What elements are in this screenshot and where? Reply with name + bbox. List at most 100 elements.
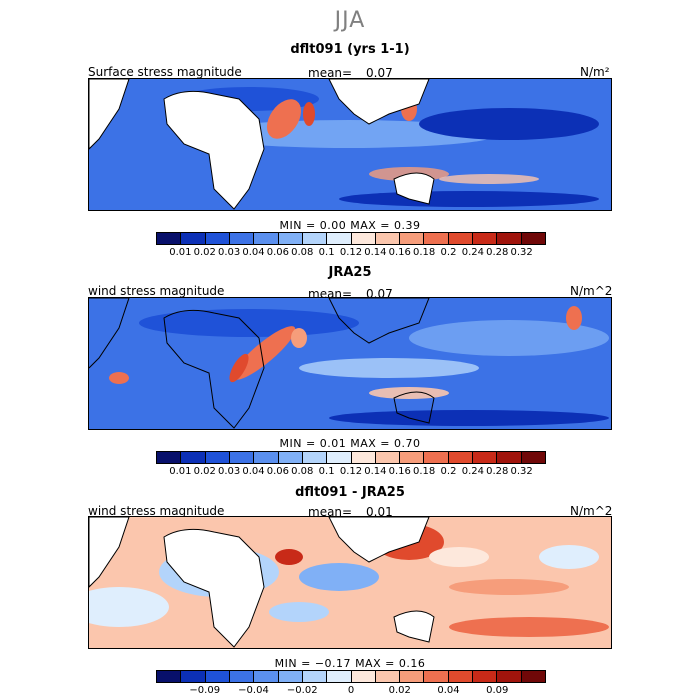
- colorbar-tick-label: 0.24: [461, 247, 485, 258]
- colorbar-tick-label: 0.06: [266, 466, 290, 477]
- colorbar-tick-label: 0.28: [486, 247, 509, 258]
- colorbar-tick-label: 0.02: [388, 685, 411, 696]
- panel-2-minmax: MIN = 0.01 MAX = 0.70: [0, 437, 700, 450]
- panel-2-max-label: MAX =: [350, 437, 390, 450]
- colorbar-3-swatch: [181, 671, 206, 682]
- colorbar-2-swatch: [327, 452, 352, 463]
- panel-3-map-svg: [89, 517, 611, 648]
- panel-2-colorbar-ticks: 0.01 0.02 0.03 0.04 0.06 0.08 0.1 0.12 0.14 0.16 0…: [156, 466, 546, 478]
- panel-3-colorbar: [156, 670, 546, 683]
- colorbar-tick-label: 0.02: [193, 247, 216, 258]
- colorbar-2-swatch: [521, 452, 545, 463]
- panel-1-min-label: MIN =: [279, 219, 316, 232]
- colorbar-tick-label: 0.01: [169, 247, 192, 258]
- colorbar-tick-label: 0.14: [364, 247, 387, 258]
- colorbar-1-swatch: [229, 233, 255, 244]
- panel-1-title: dflt091 (yrs 1-1): [290, 42, 410, 57]
- panel-2-map-svg: [89, 298, 611, 429]
- colorbar-1-swatch: [254, 233, 279, 244]
- colorbar-2-swatch: [205, 452, 230, 463]
- colorbar-3-swatch: [424, 671, 449, 682]
- colorbar-tick-label: 0.18: [412, 466, 436, 477]
- panel-2-min-value: 0.01: [319, 437, 347, 450]
- panel-1-units: N/m²: [580, 65, 610, 79]
- panel-3-mean-label: mean=: [308, 505, 353, 519]
- colorbar-tick-label: 0.04: [242, 466, 265, 477]
- panel-3-min-label: MIN =: [274, 657, 311, 670]
- panel-2-title: JRA25: [328, 265, 372, 280]
- colorbar-3-swatch: [521, 671, 545, 682]
- colorbar-1-swatch: [205, 233, 230, 244]
- panel-1-minmax: MIN = 0.00 MAX = 0.39: [0, 219, 700, 232]
- colorbar-tick-label: 0.32: [510, 466, 533, 477]
- colorbar-tick-label: 0.03: [217, 247, 241, 258]
- colorbar-tick-label: 0.28: [486, 466, 509, 477]
- colorbar-tick-label: 0.06: [266, 247, 290, 258]
- colorbar-tick-label: 0: [347, 685, 355, 696]
- panel-1-map: [88, 78, 612, 211]
- panel-1-colorbar: [156, 232, 546, 245]
- colorbar-3-swatch: [302, 671, 328, 682]
- colorbar-2-swatch: [424, 452, 449, 463]
- colorbar-3-swatch: [254, 671, 279, 682]
- colorbar-1-swatch: [497, 233, 522, 244]
- panel-1-mean-label: mean=: [308, 66, 353, 80]
- panel-2-field-label: wind stress magnitude: [88, 284, 225, 298]
- panel-3-colorbar-ticks: −0.09 −0.04 −0.02 0 0.02 0.04 0.09: [156, 685, 546, 697]
- colorbar-tick-label: −0.02: [286, 685, 318, 696]
- colorbar-3-swatch: [448, 671, 474, 682]
- panel-1-field-label: Surface stress magnitude: [88, 65, 242, 79]
- panel-2-min-label: MIN =: [279, 437, 316, 450]
- colorbar-tick-label: 0.24: [461, 466, 485, 477]
- colorbar-3-swatch: [375, 671, 401, 682]
- colorbar-tick-label: 0.04: [242, 247, 265, 258]
- colorbar-1-swatch: [375, 233, 401, 244]
- colorbar-2-swatch: [351, 452, 376, 463]
- colorbar-2-swatch: [400, 452, 425, 463]
- colorbar-tick-label: 0.1: [318, 247, 335, 258]
- panel-1-colorbar-ticks: 0.01 0.02 0.03 0.04 0.06 0.08 0.1 0.12 0.14 0.16 0…: [156, 247, 546, 259]
- colorbar-1-swatch: [302, 233, 328, 244]
- panel-2-units: N/m^2: [570, 284, 613, 298]
- panel-1-max-value: 0.39: [393, 219, 421, 232]
- colorbar-tick-label: 0.08: [291, 247, 314, 258]
- colorbar-3-swatch: [351, 671, 376, 682]
- colorbar-tick-label: 0.16: [388, 466, 411, 477]
- colorbar-tick-label: 0.16: [388, 247, 411, 258]
- colorbar-tick-label: 0.08: [291, 466, 314, 477]
- colorbar-tick-label: 0.02: [193, 466, 216, 477]
- colorbar-1-swatch: [424, 233, 449, 244]
- colorbar-1-swatch: [157, 233, 182, 244]
- panel-3-min-value: −0.17: [314, 657, 352, 670]
- colorbar-2-swatch: [375, 452, 401, 463]
- colorbar-tick-label: 0.12: [339, 247, 363, 258]
- panel-3-field-label: wind stress magnitude: [88, 504, 225, 518]
- colorbar-3-swatch: [400, 671, 425, 682]
- panel-1-max-label: MAX =: [350, 219, 390, 232]
- panel-3-max-value: 0.16: [398, 657, 426, 670]
- colorbar-1-swatch: [521, 233, 545, 244]
- panel-1-mean-value: 0.07: [366, 66, 393, 80]
- colorbar-tick-label: 0.32: [510, 247, 533, 258]
- colorbar-tick-label: 0.18: [412, 247, 436, 258]
- colorbar-1-swatch: [473, 233, 498, 244]
- colorbar-1-swatch: [351, 233, 376, 244]
- panel-3-mean-value: 0.01: [366, 505, 393, 519]
- colorbar-1-swatch: [400, 233, 425, 244]
- colorbar-3-swatch: [157, 671, 182, 682]
- panel-3-title: dflt091 - JRA25: [295, 485, 405, 500]
- colorbar-1-swatch: [278, 233, 303, 244]
- colorbar-2-swatch: [157, 452, 182, 463]
- colorbar-2-swatch: [497, 452, 522, 463]
- panel-3-units: N/m^2: [570, 504, 613, 518]
- colorbar-tick-label: 0.2: [440, 466, 457, 477]
- panel-3-minmax: MIN = −0.17 MAX = 0.16: [0, 657, 700, 670]
- season-title: JJA: [334, 8, 366, 33]
- colorbar-1-swatch: [327, 233, 352, 244]
- colorbar-tick-label: 0.04: [437, 685, 460, 696]
- colorbar-2-swatch: [254, 452, 279, 463]
- panel-1-min-value: 0.00: [319, 219, 347, 232]
- panel-3-max-label: MAX =: [355, 657, 395, 670]
- colorbar-2-swatch: [473, 452, 498, 463]
- colorbar-3-swatch: [229, 671, 255, 682]
